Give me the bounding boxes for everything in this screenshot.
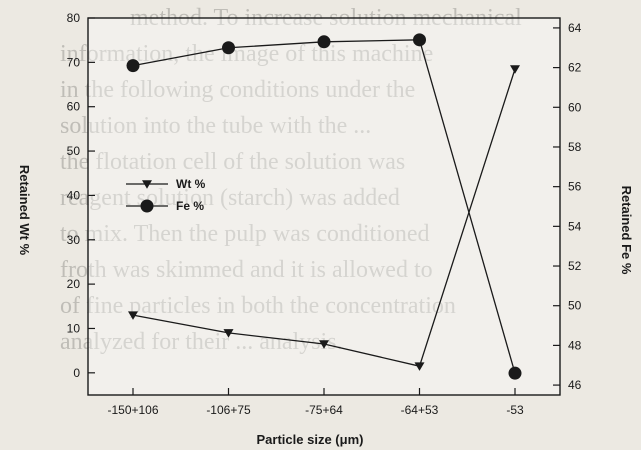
- y-axis-tick-label: 80: [67, 11, 81, 25]
- background-text-line: reagent solution (starch) was added: [0, 180, 641, 216]
- y2-axis-tick-label: 48: [568, 338, 582, 352]
- data-point-triangle: [319, 340, 329, 349]
- x-axis-tick-label: -64+53: [401, 403, 439, 417]
- background-text-line: solution into the tube with the ...: [0, 108, 641, 144]
- data-point-circle: [508, 366, 522, 380]
- legend-entry: Wt %: [176, 177, 206, 191]
- data-point-circle: [413, 33, 426, 47]
- data-point-circle: [126, 59, 140, 73]
- data-point-triangle: [128, 311, 138, 320]
- y-axis-tick-label: 0: [73, 366, 80, 380]
- y2-axis-tick-label: 62: [568, 61, 582, 75]
- y-axis-tick-label: 30: [67, 233, 81, 247]
- x-axis-tick-label: -150+106: [107, 403, 158, 417]
- y-axis-tick-label: 50: [67, 144, 81, 158]
- data-point-circle: [317, 35, 331, 49]
- background-text-line: analyzed for their ... analysis.: [0, 324, 641, 360]
- background-text-line: to mix. Then the pulp was conditioned: [60, 221, 430, 247]
- background-text-line: of fine particles in both the concentrat…: [60, 293, 456, 319]
- y-axis-tick-label: 20: [67, 277, 81, 291]
- data-point-triangle: [510, 65, 520, 74]
- x-axis-tick-label: -106+75: [206, 403, 251, 417]
- y-axis-tick-label: 40: [67, 188, 81, 202]
- legend-marker-triangle: [142, 180, 152, 189]
- y2-axis-tick-label: 60: [568, 100, 582, 114]
- data-point-triangle: [414, 362, 425, 371]
- x-axis-tick-label: -53: [506, 403, 524, 417]
- x-axis-tick-label: -75+64: [305, 403, 343, 417]
- background-text-line: in the following conditions under the: [60, 77, 415, 103]
- background-text-line: the flotation cell of the solution was: [60, 149, 405, 175]
- y-axis-title: Retained Wt %: [17, 165, 32, 256]
- y-axis-tick-label: 60: [67, 100, 81, 114]
- data-point-triangle: [223, 329, 234, 338]
- data-point-circle: [222, 41, 235, 55]
- y-axis-tick-label: 70: [67, 55, 81, 69]
- y2-axis-tick-label: 58: [568, 140, 582, 154]
- background-text-line: information, the image of this machine: [0, 36, 641, 72]
- x-axis-title: Particle size (μm): [257, 432, 364, 447]
- y2-axis-title: Retained Fe %: [619, 186, 634, 275]
- y2-axis-tick-label: 46: [568, 378, 582, 392]
- y2-axis-tick-label: 50: [568, 299, 582, 313]
- background-text-line: froth was skimmed and it is allowed to: [60, 257, 433, 283]
- y2-axis-tick-label: 52: [568, 259, 582, 273]
- y-axis-tick-label: 10: [67, 321, 81, 335]
- y2-axis-tick-label: 64: [568, 21, 582, 35]
- legend-marker-circle: [140, 199, 154, 213]
- y2-axis-tick-label: 56: [568, 180, 582, 194]
- y2-axis-tick-label: 54: [568, 219, 582, 233]
- legend-entry: Fe %: [176, 199, 204, 213]
